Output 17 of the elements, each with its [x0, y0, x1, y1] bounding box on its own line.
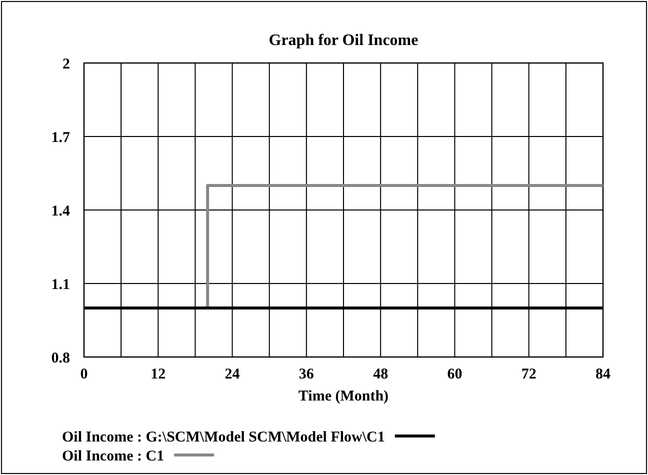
y-tick-label: 1.1 [51, 276, 70, 293]
y-tick-label: 1.4 [51, 203, 70, 220]
legend-label: Oil Income : C1 [62, 448, 164, 464]
y-tick-label: 0.8 [51, 350, 70, 366]
x-tick-label: 84 [596, 366, 611, 382]
chart-title: Graph for Oil Income [268, 32, 418, 49]
x-tick-label: 24 [224, 366, 240, 382]
x-axis-title: Time (Month) [298, 388, 389, 404]
x-tick-label: 60 [447, 366, 462, 382]
legend-label: Oil Income : G:\SCM\Model SCM\Model Flow\C1 [62, 429, 385, 446]
x-tick-label: 48 [373, 366, 388, 382]
x-tick-label: 36 [298, 366, 314, 382]
y-tick-label: 1.7 [51, 130, 70, 146]
x-tick-label: 12 [150, 366, 166, 382]
x-tick-label: 0 [80, 366, 88, 382]
y-tick-label: 2 [62, 56, 70, 72]
x-tick-label: 72 [521, 366, 536, 382]
